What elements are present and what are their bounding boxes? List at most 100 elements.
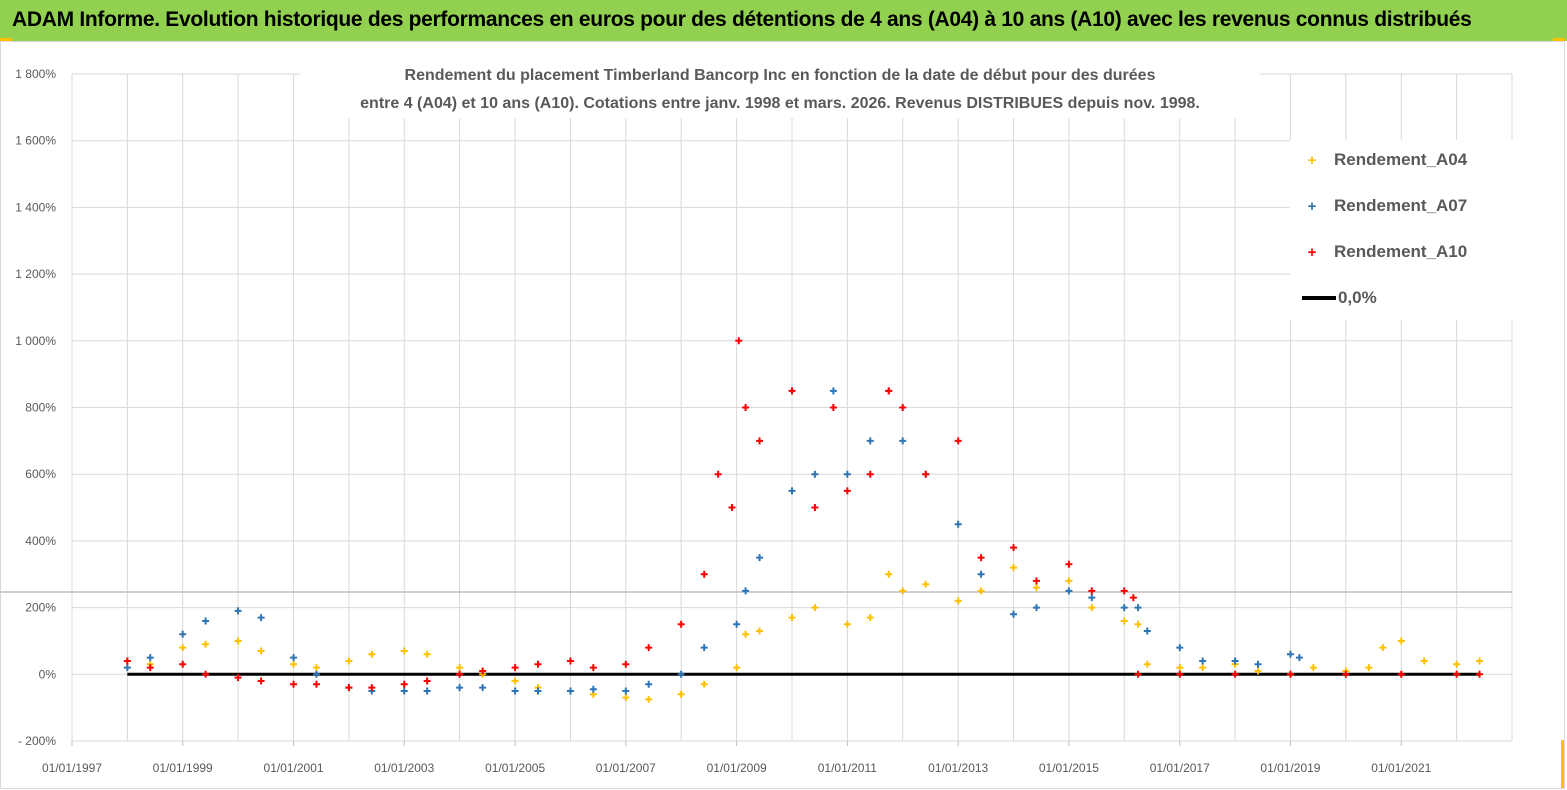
a10-point — [257, 677, 265, 685]
a07-point — [677, 670, 685, 678]
a07-point — [1143, 627, 1151, 635]
a04-point — [1199, 664, 1207, 672]
series-a10-group — [123, 337, 1484, 692]
a07-point — [866, 437, 874, 445]
a07-point — [1231, 657, 1239, 665]
frame-corner-top-left — [0, 38, 12, 41]
x-tick-label: 01/01/2011 — [818, 761, 877, 775]
a10-point — [714, 470, 722, 478]
a10-point — [345, 684, 353, 692]
a07-point — [479, 684, 487, 692]
x-tick-label: 01/01/2007 — [596, 761, 656, 775]
banner-title: ADAM Informe. Evolution historique des p… — [12, 8, 1472, 31]
a10-point — [179, 660, 187, 668]
a07-point — [1176, 644, 1184, 652]
y-tick-label: 400% — [25, 534, 56, 548]
a07-point — [645, 680, 653, 688]
a07-point — [733, 620, 741, 628]
a04-point — [312, 664, 320, 672]
a10-point — [1176, 670, 1184, 678]
a10-point — [1231, 670, 1239, 678]
a04-point — [290, 660, 298, 668]
a10-point — [954, 437, 962, 445]
a07-point — [1199, 657, 1207, 665]
a10-point — [202, 670, 210, 678]
a04-point — [645, 695, 653, 703]
a04-point — [234, 637, 242, 645]
a07-point — [534, 687, 542, 695]
a04-point — [400, 647, 408, 655]
a04-point — [899, 587, 907, 595]
a10-point — [234, 674, 242, 682]
a10-point — [1342, 670, 1350, 678]
a04-point — [1365, 664, 1373, 672]
a10-point — [1129, 594, 1137, 602]
a04-point — [756, 627, 764, 635]
a07-point — [511, 687, 519, 695]
a10-point — [566, 657, 574, 665]
legend-marker-a10: + — [1307, 243, 1317, 261]
a07-point — [290, 654, 298, 662]
a07-point — [257, 614, 265, 622]
y-tick-label: 1 000% — [15, 334, 56, 348]
y-tick-label: 800% — [25, 401, 56, 415]
a04-point — [1134, 620, 1142, 628]
x-tick-label: 01/01/2017 — [1150, 761, 1210, 775]
x-axis-ticks: 01/01/1997 01/01/1999 01/01/2001 01/01/2003… — [42, 741, 1432, 775]
a07-point — [899, 437, 907, 445]
legend-item-a10: + Rendement_A10 — [1290, 240, 1468, 264]
frame-corner-bottom-right — [1561, 740, 1564, 788]
a04-point — [1453, 660, 1461, 668]
a04-point — [788, 614, 796, 622]
a07-point — [123, 664, 131, 672]
a04-point — [345, 657, 353, 665]
a10-point — [290, 680, 298, 688]
y-tick-label: - 200% — [18, 734, 56, 748]
x-tick-label: 01/01/2009 — [707, 761, 767, 775]
legend-label-a07: Rendement_A07 — [1334, 196, 1468, 215]
x-tick-label: 01/01/2019 — [1260, 761, 1320, 775]
a04-point — [1032, 584, 1040, 592]
legend-label-a04: Rendement_A04 — [1334, 150, 1468, 169]
a04-point — [866, 614, 874, 622]
a04-point — [1143, 660, 1151, 668]
a04-point — [257, 647, 265, 655]
a10-point — [479, 667, 487, 675]
a04-point — [885, 570, 893, 578]
x-tick-label: 01/01/2003 — [374, 761, 434, 775]
a10-point — [829, 404, 837, 411]
a10-point — [742, 404, 750, 411]
a10-point — [788, 387, 796, 395]
a10-point — [589, 664, 597, 672]
a07-point — [1065, 587, 1073, 595]
a10-point — [312, 680, 320, 688]
a10-point — [1120, 587, 1128, 595]
a04-point — [811, 604, 819, 612]
a07-point — [700, 644, 708, 652]
a10-point — [728, 504, 736, 512]
a10-point — [456, 670, 464, 678]
a10-point — [1286, 670, 1294, 678]
a10-point — [1032, 577, 1040, 585]
a04-point — [1397, 637, 1405, 645]
a04-point — [733, 664, 741, 672]
a10-point — [1065, 560, 1073, 568]
a07-point — [400, 687, 408, 695]
a07-point — [742, 587, 750, 595]
a07-point — [234, 607, 242, 615]
legend-label-a10: Rendement_A10 — [1334, 242, 1468, 261]
a04-point — [677, 690, 685, 698]
x-tick-label: 01/01/2013 — [928, 761, 988, 775]
a10-point — [1397, 670, 1405, 678]
a10-point — [677, 620, 685, 628]
a07-point — [423, 687, 431, 695]
a10-point — [735, 337, 743, 345]
a10-point — [843, 487, 851, 495]
x-tick-label: 01/01/2005 — [485, 761, 545, 775]
chart-title-line-2: entre 4 (A04) et 10 ans (A10). Cotations… — [360, 95, 1200, 112]
a04-point — [742, 630, 750, 638]
a07-point — [843, 470, 851, 478]
a10-point — [423, 677, 431, 685]
a07-point — [756, 554, 764, 562]
a04-point — [1176, 664, 1184, 672]
